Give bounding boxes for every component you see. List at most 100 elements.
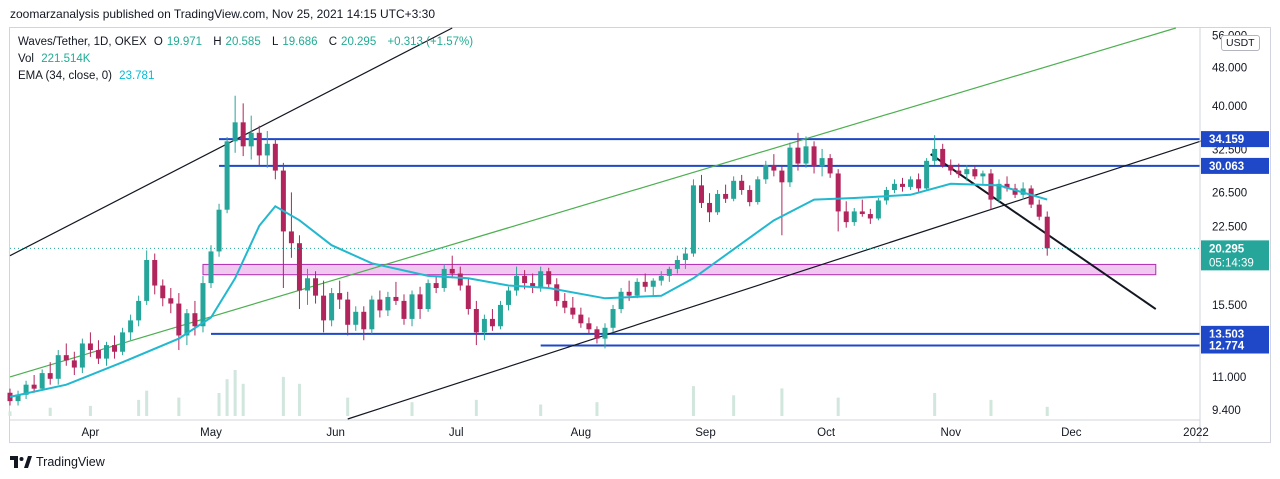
price-axis[interactable]: 56.00048.00040.00032.50026.50022.50015.5… (1199, 27, 1247, 443)
candle-body (264, 143, 270, 156)
candle-body (240, 122, 246, 147)
chart-frame[interactable] (9, 27, 1271, 443)
candle-body (707, 202, 713, 213)
candle-body (650, 280, 656, 287)
last-price-badge-bg (1201, 240, 1269, 271)
candle-body (71, 360, 77, 368)
tradingview-logo[interactable]: TradingView (10, 455, 105, 469)
publisher-line: zoomarzanalysis published on TradingView… (10, 7, 436, 21)
candle-body (514, 275, 520, 291)
candle-body (972, 169, 978, 177)
branding-text: TradingView (36, 455, 105, 469)
legend-vol-value: 221.514K (41, 53, 91, 65)
candle-body (618, 291, 624, 310)
volume-bar (836, 397, 840, 416)
legend-change: +0.313 (+1.57%) (387, 36, 474, 48)
volume-bar (933, 393, 937, 416)
horizontal-levels (211, 138, 1200, 347)
candle-body (908, 179, 914, 187)
price-tick-label: 48.000 (1212, 63, 1247, 75)
candle-body (417, 294, 423, 310)
volume-bar (88, 405, 92, 416)
level-badge-label: 34.159 (1209, 134, 1244, 146)
candle-body (136, 300, 142, 321)
candle-body (900, 183, 905, 187)
candle-body (248, 132, 254, 147)
candle-body (425, 283, 431, 310)
candle-body (859, 211, 865, 215)
candle-body (481, 318, 487, 333)
candle-body (47, 373, 53, 379)
legend-vol-label: Vol (18, 53, 34, 65)
candle-body (755, 179, 761, 203)
candle-body (530, 283, 536, 287)
countdown-label: 05:14:39 (1209, 257, 1254, 269)
price-tick-label: 40.000 (1212, 101, 1247, 113)
candle-body (385, 296, 391, 311)
volume-bar (539, 404, 543, 416)
candle-body (610, 309, 616, 328)
volume-bar (346, 397, 350, 416)
candle-body (843, 211, 849, 223)
candle-body (803, 146, 809, 164)
candle-body (666, 268, 672, 276)
candle-body (168, 298, 174, 304)
candle-body (851, 211, 857, 223)
price-tick-label: 11.000 (1212, 372, 1246, 384)
volume-bar (595, 402, 599, 416)
candle-body (329, 293, 335, 321)
candle-body (449, 268, 455, 274)
candle-body (441, 268, 447, 289)
candle-body (112, 345, 118, 352)
time-tick-label: 2022 (1183, 427, 1209, 439)
candle-body (835, 173, 841, 212)
price-tick-label: 32.500 (1212, 145, 1247, 157)
candle-body (674, 259, 680, 269)
candle-body (787, 147, 793, 183)
volume-bar (1045, 406, 1049, 416)
time-axis[interactable]: Apr May Jun Jul Aug Sep Oct Nov Dec 2022 (10, 419, 1209, 439)
candle-body (55, 355, 61, 379)
volume-bar (8, 411, 12, 416)
candle-body (586, 323, 592, 330)
candle-body (216, 209, 222, 252)
time-tick-label: Apr (81, 427, 99, 439)
candle-body (280, 170, 286, 232)
candle-body (747, 190, 753, 203)
candle-body (932, 148, 938, 161)
candle-body (23, 384, 29, 395)
candle-body (457, 273, 463, 286)
legend-open: O 19.971 (153, 36, 203, 48)
legend-volume: Vol 221.514K (18, 53, 94, 65)
candles (7, 95, 1050, 406)
time-tick-label: Nov (941, 427, 962, 439)
candle-body (891, 183, 897, 191)
volume-bar (780, 388, 784, 416)
candle-body (473, 309, 479, 333)
candle-body (682, 253, 688, 260)
volume-bar (691, 386, 695, 416)
candle-body (200, 283, 206, 327)
currency-button[interactable]: USDT (1221, 35, 1260, 51)
candle-body (337, 293, 343, 300)
candle-body (313, 278, 319, 296)
candle-body (321, 295, 327, 321)
trendlines (9, 27, 1205, 420)
trendline (347, 139, 1205, 420)
candle-body (698, 185, 704, 203)
volume-bar (281, 376, 285, 416)
candle-body (63, 355, 69, 361)
candle-body (1004, 183, 1010, 189)
level-badge-label: 12.774 (1209, 341, 1245, 353)
candle-body (988, 173, 994, 200)
candle-body (345, 299, 351, 325)
candle-body (739, 180, 745, 191)
candle-body (95, 350, 101, 359)
candle-body (409, 294, 415, 319)
level-badge-label: 30.063 (1209, 161, 1244, 173)
candle-body (393, 296, 399, 301)
volume-bar (241, 383, 245, 416)
candle-body (103, 345, 109, 359)
candle-body (208, 251, 214, 284)
